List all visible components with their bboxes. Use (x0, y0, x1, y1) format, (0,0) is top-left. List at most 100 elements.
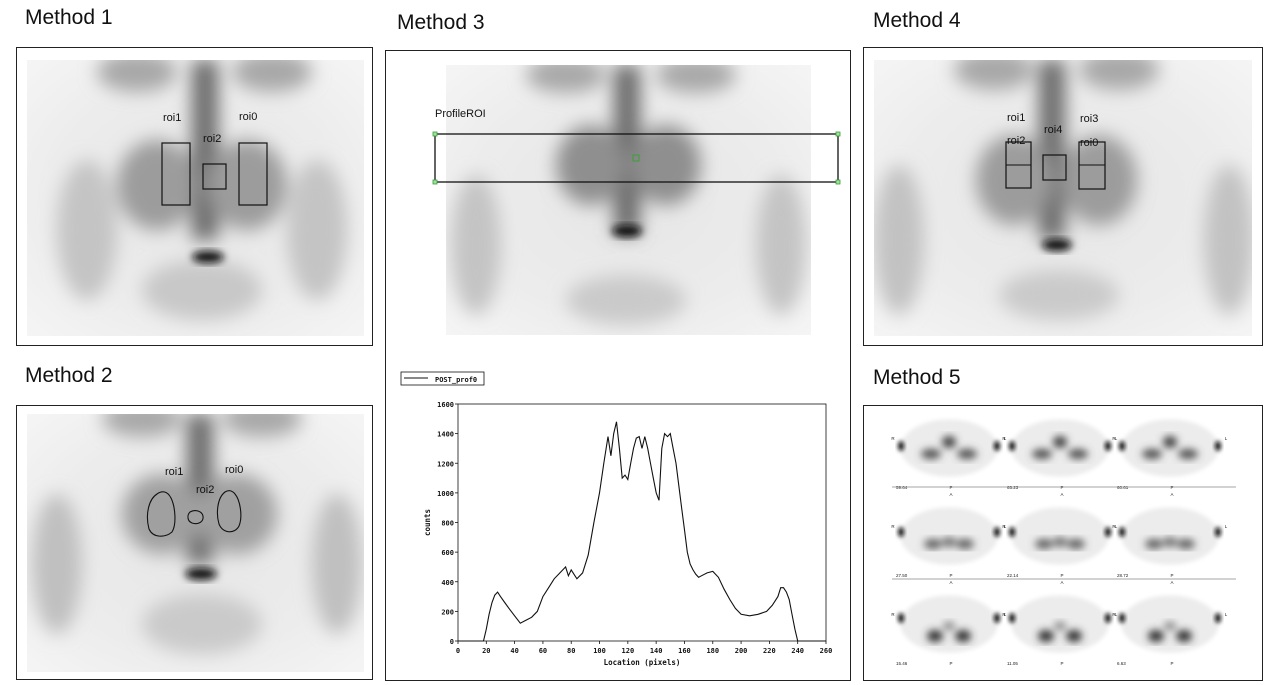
slice-hot-spot (898, 441, 904, 451)
slice-anterior-marker: A (949, 492, 952, 497)
slice-right-marker: R (891, 436, 895, 441)
pelvis-uptake (32, 414, 362, 654)
slice-uptake (1145, 537, 1195, 549)
spect-slice-grid: R L59.64 PAR L65.23 PAR L60.61 PAR L27.50 PAR L22… (891, 419, 1236, 666)
roi1-label: roi1 (165, 466, 183, 478)
method-5-panel: R L 59.64 P A R L 65.23 P A R L 60.61 P A R L 27.50 P A R L 22… (863, 405, 1263, 681)
slice-posterior-marker: P (1170, 485, 1173, 490)
slice-uptake (1142, 436, 1198, 459)
slice-value: 6.63 (1117, 661, 1126, 666)
roi3-label: roi3 (1080, 113, 1098, 125)
slice-value: 22.14 (1007, 573, 1019, 578)
slice-anterior-marker: A (1170, 492, 1173, 497)
roi-center-marker[interactable] (632, 154, 640, 162)
slice-uptake (1035, 537, 1085, 549)
bladder-uptake (185, 568, 217, 580)
y-tick-label: 600 (441, 549, 454, 557)
roi2-rectangle (202, 163, 227, 190)
pelvis-uptake (57, 60, 347, 320)
slice-left-marker: L (1225, 612, 1228, 617)
slice-value: 28.72 (1117, 573, 1129, 578)
roi-handle-bottom-left[interactable] (432, 179, 438, 185)
slice-uptake (1038, 622, 1082, 642)
method-2-scan-image: roi1 roi2 roi0 (27, 414, 364, 672)
slice-anterior-marker: A (1170, 580, 1173, 585)
method-5-heading: Method 5 (873, 366, 961, 389)
roi-handle-top-right[interactable] (835, 131, 841, 137)
slice-body-outline (1011, 507, 1109, 565)
roi-handle-bottom-right[interactable] (835, 179, 841, 185)
slice-uptake (1032, 436, 1088, 459)
method-1-scan-image: roi1 roi2 roi0 (27, 60, 364, 336)
slice-hot-spot (898, 527, 904, 537)
roi2-label: roi2 (203, 133, 221, 145)
roi2-label: roi2 (196, 484, 214, 496)
roi0-label: roi0 (225, 464, 243, 476)
x-tick-label: 120 (622, 647, 635, 655)
bladder-uptake (1042, 239, 1072, 251)
slice-uptake (1148, 622, 1192, 642)
method-3-heading: Method 3 (397, 11, 485, 34)
x-tick-label: 240 (791, 647, 804, 655)
roi2-contour (187, 510, 204, 525)
slice-hot-spot (1119, 613, 1125, 623)
slice-left-marker: L (1115, 524, 1118, 529)
slice-hot-spot (994, 441, 1000, 451)
slice-posterior-marker: P (1060, 661, 1063, 666)
slice-posterior-marker: P (949, 485, 952, 490)
y-tick-label: 1000 (437, 490, 454, 498)
slice-hot-spot (994, 613, 1000, 623)
slice-posterior-marker: P (949, 573, 952, 578)
pelvis-uptake (874, 60, 1252, 320)
profile-line-chart: POST_prof0 02004006008001000120014001600… (400, 371, 832, 667)
slice-left-marker: L (1004, 436, 1007, 441)
roi1-rectangle (161, 142, 191, 206)
slice-value: 15.46 (896, 661, 908, 666)
roi1-contour (146, 491, 176, 537)
profile-roi-rectangle[interactable] (434, 133, 839, 183)
y-tick-label: 1600 (437, 401, 454, 409)
roi0-rectangle (238, 142, 268, 206)
x-tick-label: 40 (510, 647, 518, 655)
slice-value: 65.23 (1007, 485, 1019, 490)
method-3-panel: ProfileROI POST_prof0 0 200 400 600 800 1000 1… (385, 50, 851, 681)
slice-posterior-marker: P (1170, 661, 1173, 666)
slice-hot-spot (1105, 613, 1111, 623)
y-tick-label: 1400 (437, 431, 454, 439)
slice-left-marker: L (1225, 436, 1228, 441)
y-tick-label: 400 (441, 579, 454, 587)
slice-uptake (927, 622, 971, 642)
x-tick-label: 100 (593, 647, 606, 655)
roi0-label: roi0 (239, 111, 257, 123)
slice-anterior-marker: A (1060, 580, 1063, 585)
x-tick-label: 140 (650, 647, 663, 655)
slice-anterior-marker: A (949, 580, 952, 585)
slice-value: 60.61 (1117, 485, 1129, 490)
slice-uptake (924, 537, 974, 549)
slice-value: 11.05 (1007, 661, 1018, 666)
slice-hot-spot (1105, 441, 1111, 451)
y-tick-label: 800 (441, 520, 454, 528)
slice-value: 27.50 (896, 573, 908, 578)
roi4-rectangle (1042, 154, 1067, 181)
slice-left-marker: L (1115, 436, 1118, 441)
slice-hot-spot (1119, 441, 1125, 451)
slice-posterior-marker: P (949, 661, 952, 666)
method-4-panel: roi1 roi2 roi4 roi3 roi0 (863, 47, 1263, 346)
slice-hot-spot (1009, 441, 1015, 451)
slice-hot-spot (1215, 613, 1221, 623)
legend-label: POST_prof0 (435, 376, 477, 384)
y-tick-label: 0 (450, 638, 454, 646)
slice-hot-spot (1215, 441, 1221, 451)
slice-left-marker: L (1004, 524, 1007, 529)
roi-handle-top-left[interactable] (432, 131, 438, 137)
pelvis-uptake (451, 65, 806, 325)
roi1-label: roi1 (1007, 112, 1025, 124)
roi1-label: roi1 (163, 112, 181, 124)
x-tick-label: 220 (763, 647, 776, 655)
slice-posterior-marker: P (1060, 573, 1063, 578)
roi0-contour (216, 490, 242, 533)
roi2-label: roi2 (1007, 135, 1025, 147)
slice-right-marker: R (891, 524, 895, 529)
slice-right-marker: R (1002, 524, 1006, 529)
